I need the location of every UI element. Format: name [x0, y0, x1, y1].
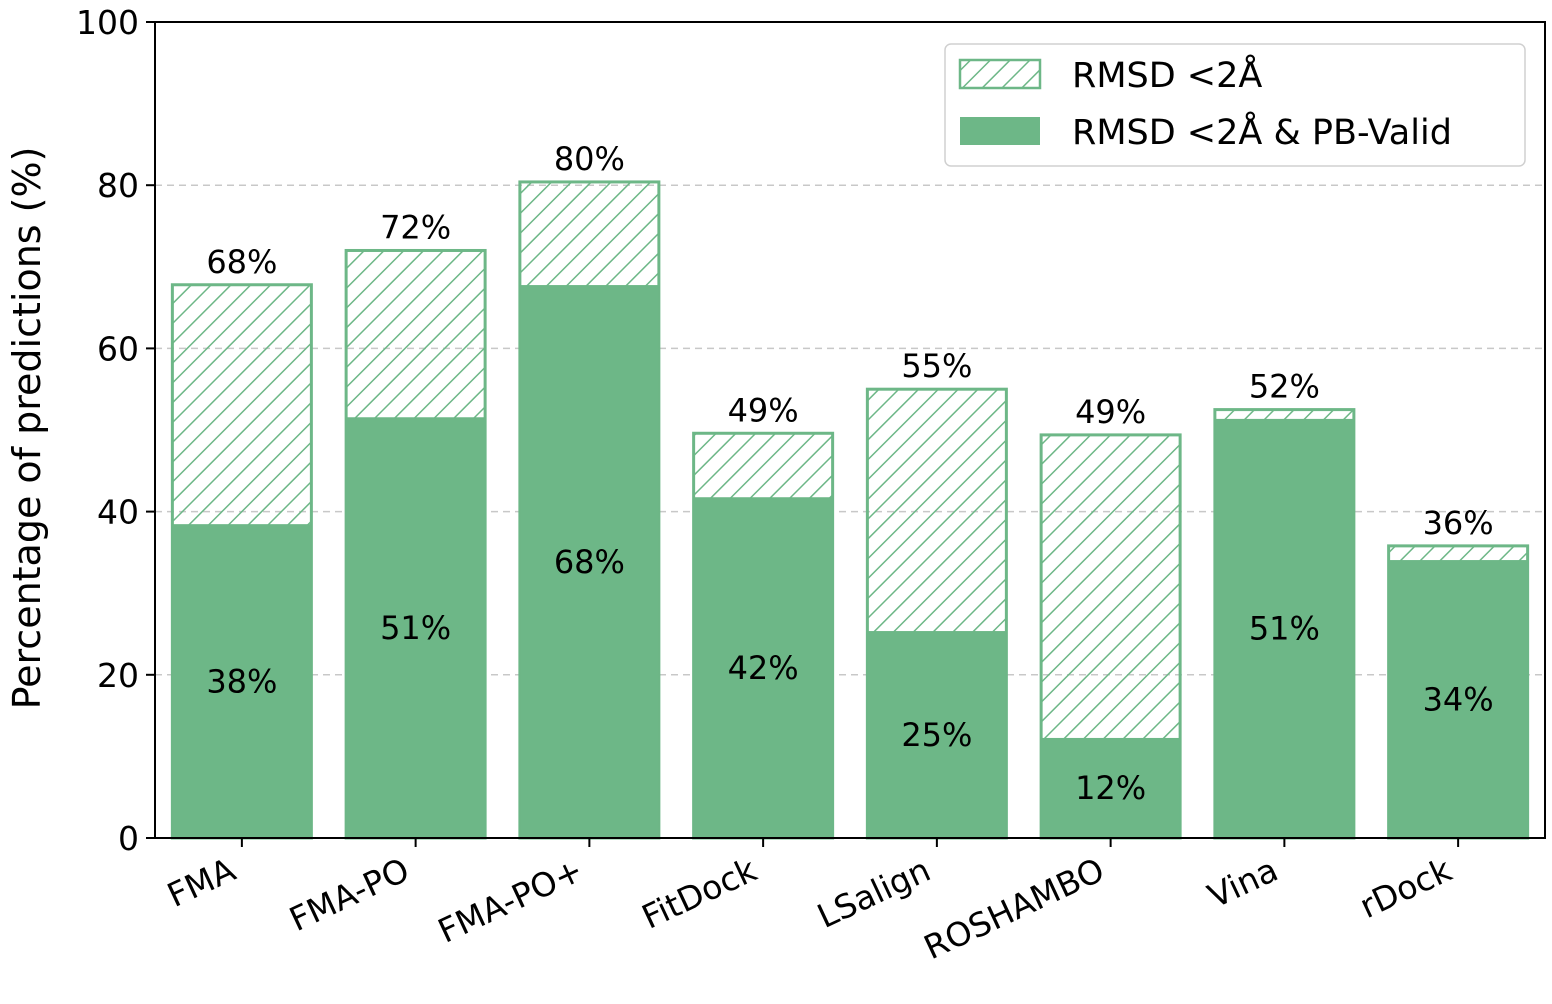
legend-label-rmsd: RMSD <2Å: [1072, 53, 1262, 96]
bars: [170, 180, 1530, 840]
bar-label-total-fma: 68%: [206, 243, 277, 281]
legend-box: [944, 43, 1526, 167]
x-tick-label-fma-po: FMA-PO: [283, 850, 415, 939]
y-axis-title: Percentage of predictions (%): [5, 147, 49, 710]
bar-solid-lsalign: [866, 631, 1007, 839]
bar-label-total-fitdock: 49%: [728, 391, 799, 429]
x-tick-label-roshambo: ROSHAMBO: [918, 850, 1110, 967]
y-tick-label-60: 60: [97, 329, 139, 368]
legend-label-rmsd-pb-valid: RMSD <2Å & PB-Valid: [1072, 110, 1452, 153]
bar-label-valid-fma-po+: 68%: [554, 543, 625, 581]
x-tick-label-vina: Vina: [1202, 850, 1284, 916]
y-tick-label-0: 0: [118, 819, 139, 858]
bar-label-total-fma-po+: 80%: [554, 140, 625, 178]
bar-solid-fitdock: [693, 497, 834, 839]
bar-label-valid-fitdock: 42%: [728, 649, 799, 687]
bar-label-total-vina: 52%: [1249, 368, 1320, 406]
legend-swatch-hatched: [958, 58, 1042, 90]
legend: RMSD <2Å RMSD <2Å & PB-Valid: [944, 43, 1526, 167]
bar-solid-fma-po+: [519, 285, 660, 839]
bar-label-total-rdock: 36%: [1423, 504, 1494, 542]
bar-label-valid-vina: 51%: [1249, 610, 1320, 648]
bar-solid-fma-po: [345, 417, 486, 839]
bar-solid-vina: [1214, 418, 1355, 839]
y-tick-label-80: 80: [97, 166, 139, 205]
x-tick-label-rdock: rDock: [1354, 850, 1459, 926]
x-tick-label-fitdock: FitDock: [636, 850, 763, 937]
y-tick-label-100: 100: [76, 3, 139, 42]
bar-label-valid-rdock: 34%: [1423, 680, 1494, 718]
bar-solid-roshambo: [1040, 737, 1181, 839]
bar-label-total-roshambo: 49%: [1075, 393, 1146, 431]
y-tick-label-40: 40: [97, 493, 139, 532]
plot-frame: [154, 21, 1546, 839]
bar-label-valid-fma: 38%: [206, 662, 277, 700]
x-tick-label-fma-po+: FMA-PO+: [432, 850, 589, 951]
bar-label-valid-lsalign: 25%: [901, 716, 972, 754]
legend-swatch-solid: [960, 117, 1040, 145]
bar-label-valid-fma-po: 51%: [380, 609, 451, 647]
bar-solid-rdock: [1388, 560, 1529, 839]
bar-label-total-lsalign: 55%: [901, 347, 972, 385]
y-tick-label-20: 20: [97, 656, 139, 695]
bar-label-total-fma-po: 72%: [380, 208, 451, 246]
x-tick-label-fma: FMA: [161, 850, 241, 915]
bar-labels: 68% 38% 72% 51% 80% 68% 49% 42% 55% 25% 49% 12% 52% 5…: [206, 140, 1493, 807]
bar-label-valid-roshambo: 12%: [1075, 769, 1146, 807]
x-tick-label-lsalign: LSalign: [811, 850, 936, 936]
